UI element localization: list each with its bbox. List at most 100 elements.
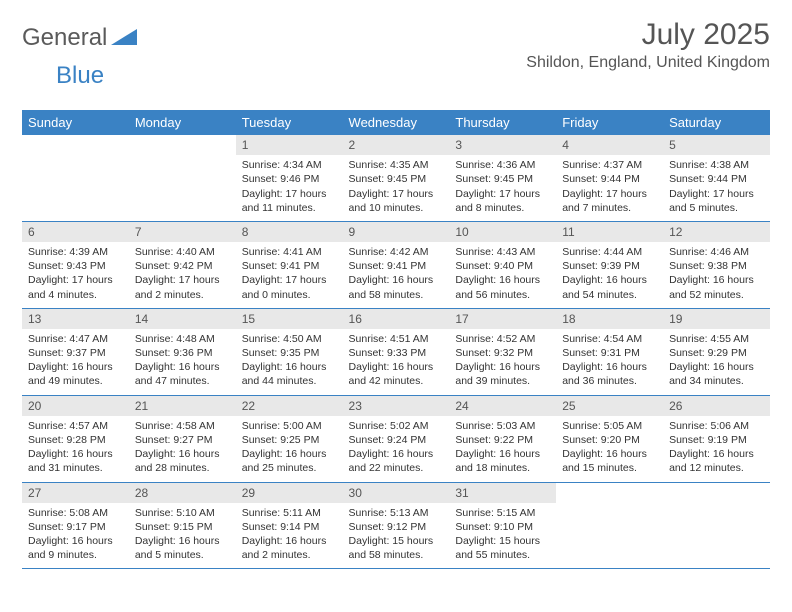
day-number: 17: [449, 309, 556, 329]
daylight-text: Daylight: 16 hours and 54 minutes.: [562, 273, 657, 301]
calendar-day-cell: 29Sunrise: 5:11 AMSunset: 9:14 PMDayligh…: [236, 482, 343, 569]
daylight-text: Daylight: 15 hours and 58 minutes.: [349, 534, 444, 562]
sunset-text: Sunset: 9:32 PM: [455, 346, 550, 360]
sunset-text: Sunset: 9:44 PM: [669, 172, 764, 186]
calendar-day-cell: [663, 482, 770, 569]
calendar-day-cell: 22Sunrise: 5:00 AMSunset: 9:25 PMDayligh…: [236, 395, 343, 482]
weekday-header: Friday: [556, 111, 663, 135]
sunrise-text: Sunrise: 5:03 AM: [455, 419, 550, 433]
day-body: Sunrise: 5:10 AMSunset: 9:15 PMDaylight:…: [129, 503, 236, 569]
logo-text-general: General: [22, 24, 107, 52]
daylight-text: Daylight: 16 hours and 28 minutes.: [135, 447, 230, 475]
sunrise-text: Sunrise: 5:06 AM: [669, 419, 764, 433]
day-number: 5: [663, 135, 770, 155]
day-body: Sunrise: 4:47 AMSunset: 9:37 PMDaylight:…: [22, 329, 129, 395]
day-number: 20: [22, 396, 129, 416]
weekday-header: Sunday: [22, 111, 129, 135]
daylight-text: Daylight: 16 hours and 36 minutes.: [562, 360, 657, 388]
sunset-text: Sunset: 9:35 PM: [242, 346, 337, 360]
day-number: 3: [449, 135, 556, 155]
sunrise-text: Sunrise: 4:36 AM: [455, 158, 550, 172]
sunrise-text: Sunrise: 5:00 AM: [242, 419, 337, 433]
daylight-text: Daylight: 16 hours and 5 minutes.: [135, 534, 230, 562]
day-body: Sunrise: 4:58 AMSunset: 9:27 PMDaylight:…: [129, 416, 236, 482]
day-body: Sunrise: 4:52 AMSunset: 9:32 PMDaylight:…: [449, 329, 556, 395]
sunrise-text: Sunrise: 4:47 AM: [28, 332, 123, 346]
daylight-text: Daylight: 16 hours and 39 minutes.: [455, 360, 550, 388]
day-body: Sunrise: 5:13 AMSunset: 9:12 PMDaylight:…: [343, 503, 450, 569]
daylight-text: Daylight: 17 hours and 4 minutes.: [28, 273, 123, 301]
day-body: Sunrise: 4:50 AMSunset: 9:35 PMDaylight:…: [236, 329, 343, 395]
sunrise-text: Sunrise: 4:58 AM: [135, 419, 230, 433]
day-number: 4: [556, 135, 663, 155]
sunset-text: Sunset: 9:33 PM: [349, 346, 444, 360]
calendar-day-cell: 20Sunrise: 4:57 AMSunset: 9:28 PMDayligh…: [22, 395, 129, 482]
day-number: 24: [449, 396, 556, 416]
calendar-week-row: 6Sunrise: 4:39 AMSunset: 9:43 PMDaylight…: [22, 221, 770, 308]
calendar-day-cell: 16Sunrise: 4:51 AMSunset: 9:33 PMDayligh…: [343, 308, 450, 395]
daylight-text: Daylight: 17 hours and 8 minutes.: [455, 187, 550, 215]
daylight-text: Daylight: 16 hours and 52 minutes.: [669, 273, 764, 301]
daylight-text: Daylight: 16 hours and 34 minutes.: [669, 360, 764, 388]
weekday-header: Wednesday: [343, 111, 450, 135]
calendar-day-cell: 1Sunrise: 4:34 AMSunset: 9:46 PMDaylight…: [236, 135, 343, 222]
sunrise-text: Sunrise: 4:42 AM: [349, 245, 444, 259]
sunset-text: Sunset: 9:28 PM: [28, 433, 123, 447]
daylight-text: Daylight: 16 hours and 9 minutes.: [28, 534, 123, 562]
day-number: 19: [663, 309, 770, 329]
sunset-text: Sunset: 9:22 PM: [455, 433, 550, 447]
calendar-day-cell: 6Sunrise: 4:39 AMSunset: 9:43 PMDaylight…: [22, 221, 129, 308]
day-body: Sunrise: 4:37 AMSunset: 9:44 PMDaylight:…: [556, 155, 663, 221]
sunset-text: Sunset: 9:45 PM: [455, 172, 550, 186]
sunset-text: Sunset: 9:41 PM: [349, 259, 444, 273]
weekday-header: Monday: [129, 111, 236, 135]
day-number: 14: [129, 309, 236, 329]
calendar-day-cell: 19Sunrise: 4:55 AMSunset: 9:29 PMDayligh…: [663, 308, 770, 395]
sunrise-text: Sunrise: 4:41 AM: [242, 245, 337, 259]
sunrise-text: Sunrise: 4:54 AM: [562, 332, 657, 346]
day-number: 27: [22, 483, 129, 503]
day-body: Sunrise: 4:41 AMSunset: 9:41 PMDaylight:…: [236, 242, 343, 308]
day-body: Sunrise: 4:51 AMSunset: 9:33 PMDaylight:…: [343, 329, 450, 395]
sunrise-text: Sunrise: 4:37 AM: [562, 158, 657, 172]
sunset-text: Sunset: 9:27 PM: [135, 433, 230, 447]
day-number: 16: [343, 309, 450, 329]
sunrise-text: Sunrise: 5:13 AM: [349, 506, 444, 520]
daylight-text: Daylight: 16 hours and 2 minutes.: [242, 534, 337, 562]
daylight-text: Daylight: 17 hours and 0 minutes.: [242, 273, 337, 301]
sunrise-text: Sunrise: 4:57 AM: [28, 419, 123, 433]
sunset-text: Sunset: 9:42 PM: [135, 259, 230, 273]
day-body: Sunrise: 4:57 AMSunset: 9:28 PMDaylight:…: [22, 416, 129, 482]
sunrise-text: Sunrise: 4:38 AM: [669, 158, 764, 172]
logo-triangle-icon: [111, 27, 137, 50]
day-number: 11: [556, 222, 663, 242]
sunset-text: Sunset: 9:20 PM: [562, 433, 657, 447]
sunset-text: Sunset: 9:17 PM: [28, 520, 123, 534]
weekday-header-row: Sunday Monday Tuesday Wednesday Thursday…: [22, 111, 770, 135]
sunrise-text: Sunrise: 4:34 AM: [242, 158, 337, 172]
sunset-text: Sunset: 9:15 PM: [135, 520, 230, 534]
daylight-text: Daylight: 17 hours and 7 minutes.: [562, 187, 657, 215]
sunrise-text: Sunrise: 4:50 AM: [242, 332, 337, 346]
daylight-text: Daylight: 16 hours and 44 minutes.: [242, 360, 337, 388]
day-body: Sunrise: 5:02 AMSunset: 9:24 PMDaylight:…: [343, 416, 450, 482]
sunrise-text: Sunrise: 4:52 AM: [455, 332, 550, 346]
sunrise-text: Sunrise: 4:39 AM: [28, 245, 123, 259]
daylight-text: Daylight: 16 hours and 15 minutes.: [562, 447, 657, 475]
sunset-text: Sunset: 9:37 PM: [28, 346, 123, 360]
calendar-day-cell: 21Sunrise: 4:58 AMSunset: 9:27 PMDayligh…: [129, 395, 236, 482]
day-number: 18: [556, 309, 663, 329]
calendar-day-cell: 18Sunrise: 4:54 AMSunset: 9:31 PMDayligh…: [556, 308, 663, 395]
sunrise-text: Sunrise: 5:15 AM: [455, 506, 550, 520]
logo: General: [22, 24, 137, 52]
day-number: 15: [236, 309, 343, 329]
daylight-text: Daylight: 16 hours and 47 minutes.: [135, 360, 230, 388]
calendar-day-cell: [556, 482, 663, 569]
sunrise-text: Sunrise: 5:08 AM: [28, 506, 123, 520]
calendar-day-cell: 24Sunrise: 5:03 AMSunset: 9:22 PMDayligh…: [449, 395, 556, 482]
daylight-text: Daylight: 16 hours and 58 minutes.: [349, 273, 444, 301]
day-number: 25: [556, 396, 663, 416]
day-number: 31: [449, 483, 556, 503]
sunrise-text: Sunrise: 4:51 AM: [349, 332, 444, 346]
day-body: Sunrise: 4:55 AMSunset: 9:29 PMDaylight:…: [663, 329, 770, 395]
